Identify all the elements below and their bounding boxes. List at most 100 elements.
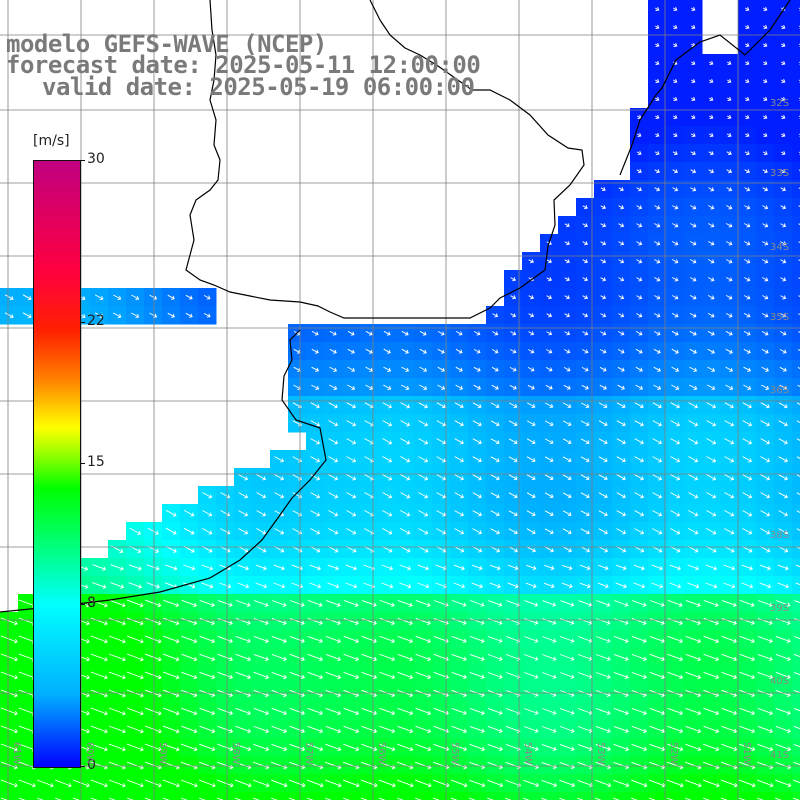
title-forecast-date: forecast date: 2025-05-11 12:00:00 <box>6 51 481 79</box>
wind-arrow <box>562 510 572 517</box>
wind-arrow <box>237 564 249 571</box>
wind-arrow <box>667 707 684 716</box>
wind-arrow <box>490 492 500 499</box>
wind-arrow <box>397 707 414 716</box>
wind-arrow <box>329 366 338 372</box>
lat-label: 39S <box>770 603 790 614</box>
wind-arrow <box>217 653 234 662</box>
wind-arrow <box>690 205 697 210</box>
wind-arrow <box>343 599 359 608</box>
wind-arrow <box>706 402 716 409</box>
wind-cell <box>198 792 217 800</box>
wind-cell <box>576 792 595 800</box>
wind-arrow <box>417 564 429 571</box>
wind-arrow <box>360 779 378 788</box>
wind-arrow <box>742 528 753 535</box>
wind-arrow <box>472 528 483 535</box>
wind-arrow <box>325 671 342 680</box>
wind-cell <box>792 396 800 415</box>
wind-arrow <box>382 402 392 409</box>
wind-arrow <box>544 510 554 517</box>
wind-arrow <box>743 348 751 354</box>
wind-arrow <box>724 420 735 427</box>
wind-arrow <box>545 402 554 409</box>
wind-arrow <box>703 725 720 734</box>
wind-arrow <box>780 223 787 228</box>
wind-arrow <box>401 348 409 354</box>
coast-uruguay-brazil <box>185 0 585 319</box>
wind-arrow <box>654 60 660 65</box>
wind-arrow <box>762 169 768 174</box>
wind-arrow <box>757 617 773 626</box>
wind-arrow <box>798 259 800 261</box>
wind-arrow <box>562 402 572 409</box>
wind-arrow <box>634 510 645 517</box>
wind-arrow <box>523 779 540 788</box>
wind-arrow <box>744 24 750 29</box>
wind-arrow <box>580 420 590 427</box>
wind-arrow <box>325 743 342 752</box>
wind-arrow <box>793 636 800 640</box>
wind-arrow <box>509 349 517 354</box>
wind-arrow <box>724 528 735 535</box>
wind-arrow <box>451 653 467 662</box>
wind-arrow <box>400 492 411 499</box>
wind-cell <box>792 576 800 595</box>
wind-arrow <box>762 223 769 228</box>
wind-arrow <box>541 743 557 752</box>
wind-arrow <box>689 295 697 300</box>
lon-label: 59W <box>157 742 168 765</box>
wind-arrow <box>762 187 769 192</box>
wind-arrow <box>311 348 319 354</box>
wind-arrow <box>383 348 391 354</box>
wind-arrow <box>721 653 738 662</box>
wind-arrow <box>672 6 678 11</box>
wind-arrow <box>671 241 679 246</box>
wind-arrow <box>618 259 625 264</box>
wind-arrow <box>255 582 268 589</box>
wind-arrow <box>724 474 735 481</box>
wind-arrow <box>108 797 116 800</box>
wind-arrow <box>671 259 679 264</box>
wind-arrow <box>672 223 679 228</box>
wind-arrow <box>744 114 750 119</box>
wind-arrow <box>108 635 126 644</box>
wind-arrow <box>451 779 468 788</box>
wind-arrow <box>379 635 396 644</box>
wind-arrow <box>542 708 557 715</box>
wind-cell <box>792 450 800 469</box>
wind-arrow <box>4 312 14 319</box>
wind-arrow <box>597 582 609 589</box>
wind-arrow <box>270 797 278 800</box>
wind-arrow <box>400 402 410 409</box>
wind-arrow <box>649 725 666 734</box>
colorbar-unit: [m/s] <box>33 133 70 149</box>
wind-arrow <box>795 564 800 568</box>
wind-cell <box>792 108 800 127</box>
wind-arrow <box>526 564 537 571</box>
wind-arrow <box>689 330 697 336</box>
wind-cell <box>252 792 271 800</box>
wind-arrow <box>649 671 665 680</box>
wind-arrow <box>724 492 735 499</box>
coast-argentina <box>0 329 327 613</box>
wind-arrow <box>307 617 323 626</box>
wind-arrow <box>163 635 180 644</box>
wind-cell <box>612 792 631 800</box>
wind-arrow <box>598 420 608 427</box>
wind-arrow <box>289 707 305 716</box>
wind-arrow <box>418 438 429 445</box>
wind-arrow <box>361 635 377 644</box>
wind-arrow <box>544 474 554 481</box>
wind-arrow <box>343 743 360 752</box>
lat-label: 33S <box>770 168 790 179</box>
wind-arrow <box>163 671 180 680</box>
wind-cell <box>792 414 800 433</box>
wind-arrow <box>310 420 320 427</box>
wind-arrow <box>725 348 733 354</box>
wind-arrow <box>760 510 771 517</box>
wind-arrow <box>636 187 642 192</box>
wind-arrow <box>739 707 756 716</box>
wind-arrow <box>636 259 643 264</box>
wind-arrow <box>271 671 287 680</box>
